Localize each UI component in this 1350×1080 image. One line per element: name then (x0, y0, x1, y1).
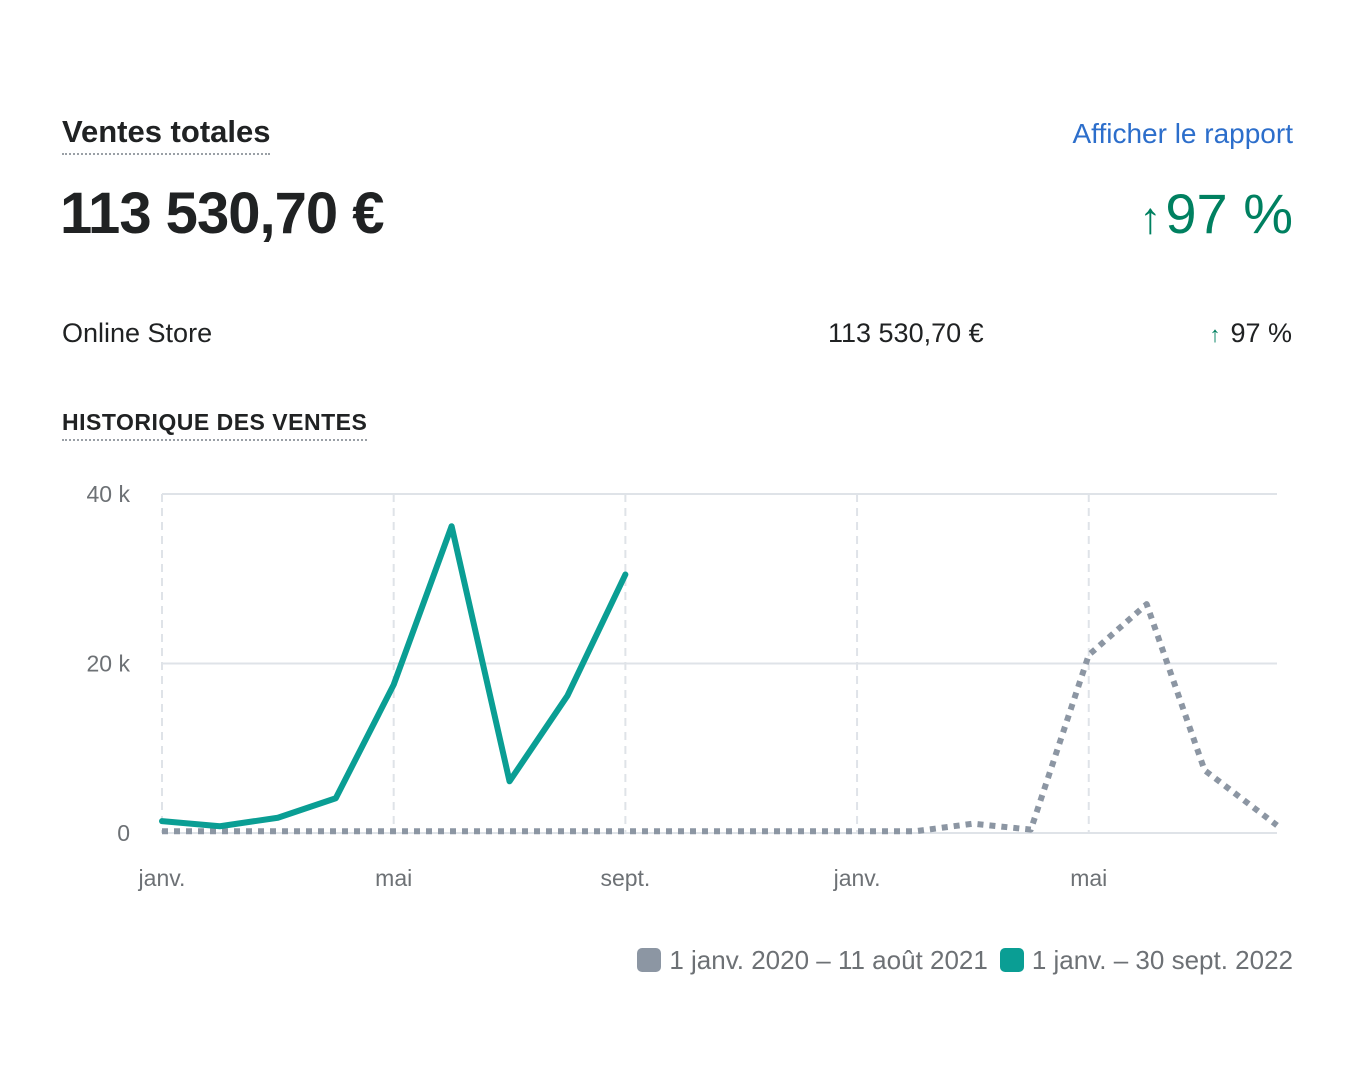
legend-item-previous[interactable]: 1 janv. 2020 – 11 août 2021 (637, 943, 988, 977)
x-tick-label: mai (1070, 865, 1107, 891)
card-title[interactable]: Ventes totales (62, 114, 271, 155)
total-change: ↑97 % (1139, 180, 1293, 253)
legend-item-current[interactable]: 1 janv. – 30 sept. 2022 (999, 943, 1293, 977)
legend-label-current: 1 janv. – 30 sept. 2022 (1031, 945, 1293, 975)
channel-change-value: 97 % (1230, 318, 1292, 348)
total-sales-value: 113 530,70 € (60, 181, 384, 246)
legend-label-previous: 1 janv. 2020 – 11 août 2021 (669, 945, 988, 975)
sales-history-title[interactable]: HISTORIQUE DES VENTES (62, 408, 368, 441)
y-tick-label: 20 k (87, 651, 131, 677)
y-tick-label: 0 (117, 820, 130, 846)
legend-swatch-current (999, 948, 1024, 972)
chart-legend: 1 janv. 2020 – 11 août 2021 1 janv. – 30… (625, 943, 1293, 977)
x-tick-label: janv. (833, 865, 881, 891)
y-tick-label: 40 k (87, 481, 131, 507)
series-line-previous (162, 601, 1279, 835)
x-tick-label: sept. (600, 865, 650, 891)
sales-line-chart: 40 k 20 k 0 janv. mai sept. janv. mai (87, 481, 1279, 891)
arrow-up-icon: ↑ (1209, 322, 1221, 347)
breakdown-row: Online Store 113 530,70 € ↑ 97 % (62, 313, 1292, 353)
channel-amount: 113 530,70 € (828, 318, 984, 348)
x-tick-label: mai (375, 865, 412, 891)
legend-swatch-previous (637, 948, 662, 972)
arrow-up-icon: ↑ (1139, 194, 1162, 243)
channel-change: ↑ 97 % (1209, 313, 1292, 355)
channel-name: Online Store (62, 318, 213, 348)
total-change-value: 97 % (1165, 182, 1293, 245)
view-report-link[interactable]: Afficher le rapport (1072, 118, 1294, 149)
x-tick-label: janv. (138, 865, 186, 891)
